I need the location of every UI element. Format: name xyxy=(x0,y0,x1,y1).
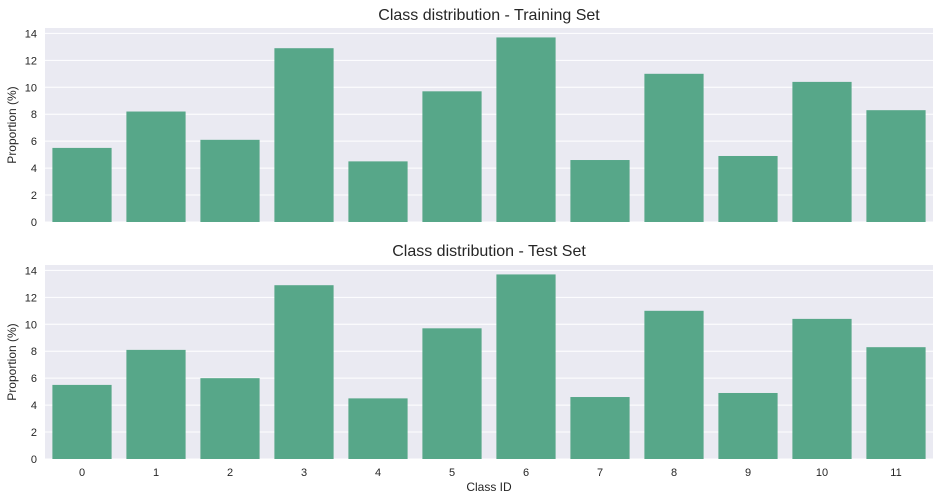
xticks-test: 0 1 2 3 4 5 6 7 8 9 10 11 xyxy=(79,467,902,479)
bar-training-9 xyxy=(718,155,778,222)
chart-title-training: Class distribution - Training Set xyxy=(378,7,600,24)
y-axis-label-training: Proportion (%) xyxy=(5,86,19,163)
ytick-label-test-4: 4 xyxy=(31,400,37,412)
x-axis-label-test: Class ID xyxy=(466,480,512,494)
grid-test xyxy=(45,269,933,460)
ytick-label-training-0: 0 xyxy=(31,217,37,229)
bar-training-3 xyxy=(274,48,334,223)
bar-test-4 xyxy=(348,398,408,459)
xtick-label-test-8: 8 xyxy=(671,467,677,479)
bar-test-5 xyxy=(422,328,482,459)
bar-training-6 xyxy=(496,37,556,222)
y-axis-label-test: Proportion (%) xyxy=(5,323,19,400)
bar-test-7 xyxy=(570,397,630,459)
yticks-test: 0 2 4 6 8 10 12 14 xyxy=(25,265,37,466)
xtick-label-test-2: 2 xyxy=(227,467,233,479)
bar-training-4 xyxy=(348,161,408,222)
bar-training-0 xyxy=(52,147,112,222)
bar-test-10 xyxy=(792,318,852,459)
chart-title-test: Class distribution - Test Set xyxy=(392,243,586,260)
bar-test-8 xyxy=(644,310,704,459)
bar-training-2 xyxy=(200,139,260,222)
xtick-label-test-6: 6 xyxy=(523,467,529,479)
grid-training xyxy=(45,32,933,223)
bar-training-11 xyxy=(866,110,926,222)
xtick-label-test-5: 5 xyxy=(449,467,455,479)
bar-test-11 xyxy=(866,347,926,459)
bar-training-5 xyxy=(422,91,482,222)
ytick-label-training-10: 10 xyxy=(25,82,37,94)
bar-training-10 xyxy=(792,81,852,222)
bar-test-1 xyxy=(126,349,186,459)
ytick-label-training-6: 6 xyxy=(31,136,37,148)
xtick-label-test-7: 7 xyxy=(597,467,603,479)
ytick-label-training-8: 8 xyxy=(31,109,37,121)
xtick-label-test-3: 3 xyxy=(301,467,307,479)
ytick-label-training-12: 12 xyxy=(25,55,37,67)
bars-training xyxy=(52,37,926,223)
ytick-label-test-8: 8 xyxy=(31,346,37,358)
bar-training-8 xyxy=(644,73,704,222)
xtick-label-test-4: 4 xyxy=(375,467,381,479)
ytick-label-training-4: 4 xyxy=(31,163,37,175)
bar-test-9 xyxy=(718,392,778,459)
ytick-label-test-0: 0 xyxy=(31,454,37,466)
xtick-label-test-9: 9 xyxy=(745,467,751,479)
ytick-label-test-2: 2 xyxy=(31,427,37,439)
xtick-label-test-11: 11 xyxy=(890,467,901,479)
ytick-label-test-6: 6 xyxy=(31,373,37,385)
bar-training-7 xyxy=(570,160,630,222)
ytick-label-training-14: 14 xyxy=(25,28,37,40)
ytick-label-test-14: 14 xyxy=(25,265,37,277)
xtick-label-test-0: 0 xyxy=(79,467,85,479)
xtick-label-test-10: 10 xyxy=(816,467,828,479)
bar-test-2 xyxy=(200,378,260,459)
xtick-label-test-1: 1 xyxy=(153,467,159,479)
bar-training-1 xyxy=(126,111,186,222)
ytick-label-training-2: 2 xyxy=(31,190,37,202)
yticks-training: 0 2 4 6 8 10 12 14 xyxy=(25,28,37,229)
bar-test-3 xyxy=(274,285,334,459)
ytick-label-test-10: 10 xyxy=(25,319,37,331)
ytick-label-test-12: 12 xyxy=(25,292,37,304)
bar-test-0 xyxy=(52,384,112,459)
bar-test-6 xyxy=(496,274,556,459)
bars-test xyxy=(52,274,926,459)
chart-training: 0 2 4 6 8 10 12 14 Class distribution - Trainin… xyxy=(5,7,933,229)
